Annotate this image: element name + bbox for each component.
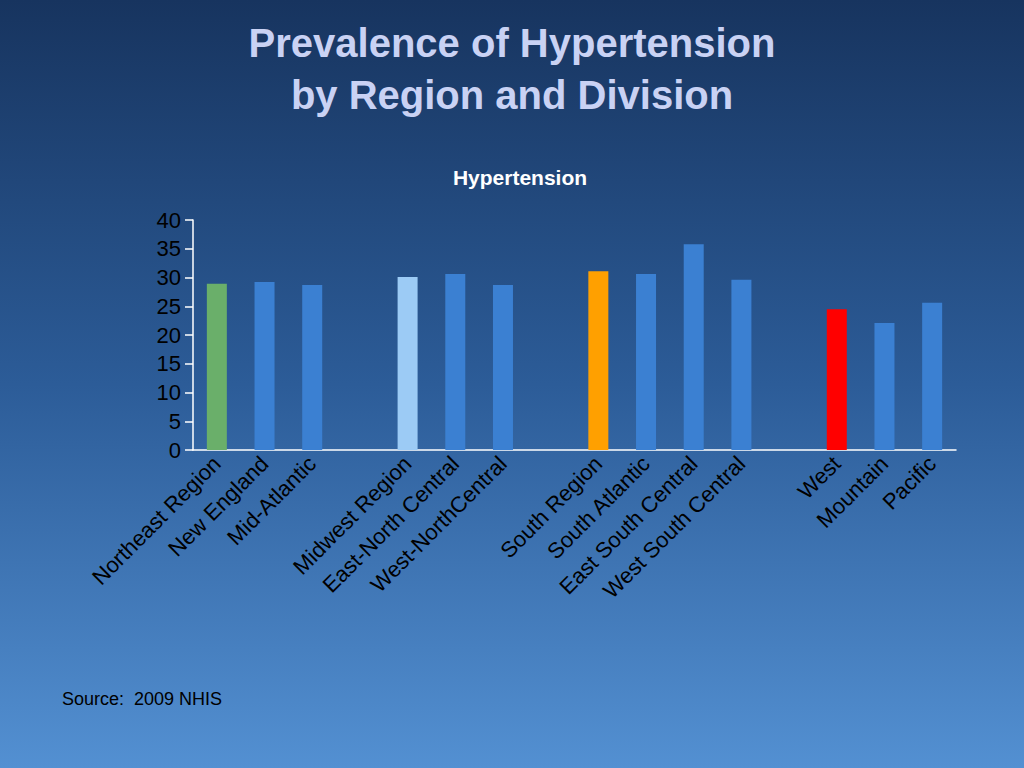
svg-text:West: West [792,451,846,504]
svg-text:35: 35 [157,236,181,261]
svg-text:5: 5 [169,409,181,434]
svg-text:Pacific: Pacific [878,451,941,514]
svg-text:South Region: South Region [495,451,608,563]
svg-text:15: 15 [157,351,181,376]
svg-text:0: 0 [169,438,181,463]
svg-text:Midwest Region: Midwest Region [288,451,417,580]
svg-text:10: 10 [157,380,181,405]
svg-text:Prevalence of Hypertension: Prevalence of Hypertension [249,21,776,65]
svg-text:40: 40 [157,208,181,233]
svg-text:20: 20 [157,323,181,348]
svg-text:by Region and Division: by Region and Division [291,73,733,117]
svg-text:Northeast Region: Northeast Region [87,451,226,590]
svg-text:Source: 2009 NHIS: Source: 2009 NHIS [62,689,222,709]
svg-text:West South Central: West South Central [598,451,750,603]
svg-text:West-NorthCentral: West-NorthCentral [366,451,512,597]
svg-text:Mountain: Mountain [812,451,894,533]
svg-text:30: 30 [157,265,181,290]
svg-text:Mid-Atlantic: Mid-Atlantic [222,451,321,550]
svg-text:Hypertension: Hypertension [453,166,587,189]
svg-text:New England: New England [163,451,274,562]
svg-text:East-North Central: East-North Central [317,451,465,598]
svg-text:East South Central: East South Central [554,451,703,600]
svg-text:25: 25 [157,294,181,319]
svg-text:South Atlantic: South Atlantic [542,451,655,564]
